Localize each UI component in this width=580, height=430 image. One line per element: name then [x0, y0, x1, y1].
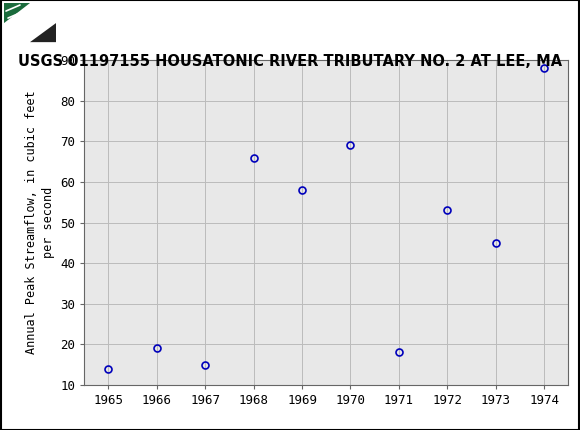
Y-axis label: Annual Peak Streamflow, in cubic feet
per second: Annual Peak Streamflow, in cubic feet pe… [24, 91, 55, 354]
Bar [4, 3, 56, 42]
Text: USGS 01197155 HOUSATONIC RIVER TRIBUTARY NO. 2 AT LEE, MA: USGS 01197155 HOUSATONIC RIVER TRIBUTARY… [18, 54, 562, 69]
Polygon shape [4, 3, 30, 23]
Polygon shape [30, 23, 56, 42]
Text: USGS: USGS [62, 14, 122, 33]
